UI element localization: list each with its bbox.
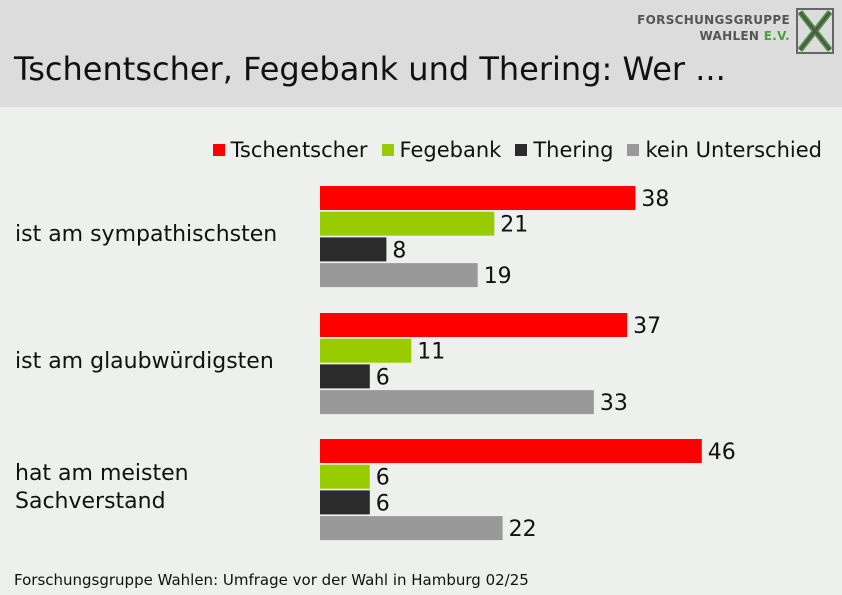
- bar: [320, 490, 370, 515]
- logo-ev: E.V.: [763, 29, 790, 43]
- data-label: 22: [509, 517, 537, 542]
- legend-swatch: [212, 144, 225, 156]
- legend-label: Thering: [533, 138, 614, 162]
- legend-item-2: Thering: [515, 138, 613, 162]
- bar: [320, 516, 503, 541]
- data-label: 6: [376, 466, 390, 491]
- bar: [320, 390, 594, 415]
- logo-text: FORSCHUNGSGRUPPE WAHLEN E.V.: [637, 12, 790, 44]
- category-label: ist am glaubwürdigsten: [15, 349, 274, 375]
- bar: [320, 313, 628, 337]
- legend-item-1: Fegebank: [381, 138, 502, 162]
- logo-icon: [796, 8, 834, 54]
- data-label: 8: [392, 238, 406, 263]
- bar: [320, 237, 387, 262]
- legend-swatch: [627, 144, 640, 156]
- data-label: 11: [417, 340, 445, 365]
- data-label: 46: [708, 440, 736, 465]
- bar: [320, 364, 370, 389]
- data-label: 38: [641, 187, 669, 212]
- legend-item-0: Tschentscher: [212, 138, 368, 162]
- bar: [320, 464, 370, 489]
- chart-legend: Tschentscher Fegebank Thering kein Untersch…: [212, 138, 822, 162]
- legend-label: Tschentscher: [230, 138, 368, 162]
- category-label: hat am meisten Sachverstand: [15, 461, 189, 515]
- bar: [320, 338, 412, 363]
- source-note: Forschungsgruppe Wahlen: Umfrage vor der…: [14, 571, 529, 589]
- legend-label: kein Unterschied: [645, 138, 822, 162]
- data-label: 21: [500, 213, 528, 238]
- bar: [320, 211, 495, 236]
- bar: [320, 263, 478, 288]
- data-label: 33: [600, 391, 628, 416]
- logo-line-1: FORSCHUNGSGRUPPE: [637, 13, 790, 27]
- page-title: Tschentscher, Fegebank und Thering: Wer …: [14, 50, 726, 88]
- bar: [320, 186, 636, 210]
- data-label: 19: [484, 264, 512, 289]
- category-label: ist am sympathischsten: [15, 222, 278, 248]
- legend-swatch: [381, 144, 394, 156]
- data-label: 37: [633, 314, 661, 339]
- data-label: 6: [376, 365, 390, 390]
- data-label: 6: [376, 491, 390, 516]
- logo-line-2: WAHLEN: [699, 29, 760, 43]
- legend-label: Fegebank: [399, 138, 502, 162]
- bar: [320, 439, 702, 463]
- legend-item-3: kein Unterschied: [627, 138, 822, 162]
- legend-swatch: [515, 144, 528, 156]
- header-band: Tschentscher, Fegebank und Thering: Wer …: [0, 0, 842, 107]
